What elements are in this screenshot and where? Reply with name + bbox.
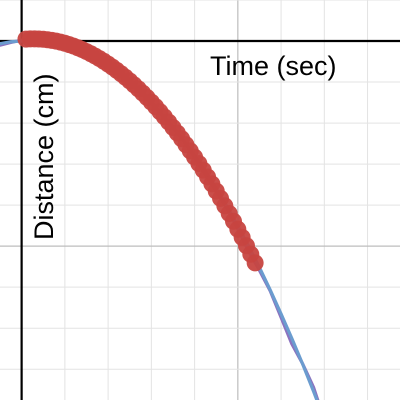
x-axis-label: Time (sec) xyxy=(210,51,337,81)
y-axis-label: Distance (cm) xyxy=(29,73,59,240)
axis-labels: Time (sec) Distance (cm) xyxy=(29,51,337,240)
data-point xyxy=(246,254,264,272)
data-points xyxy=(17,30,264,272)
